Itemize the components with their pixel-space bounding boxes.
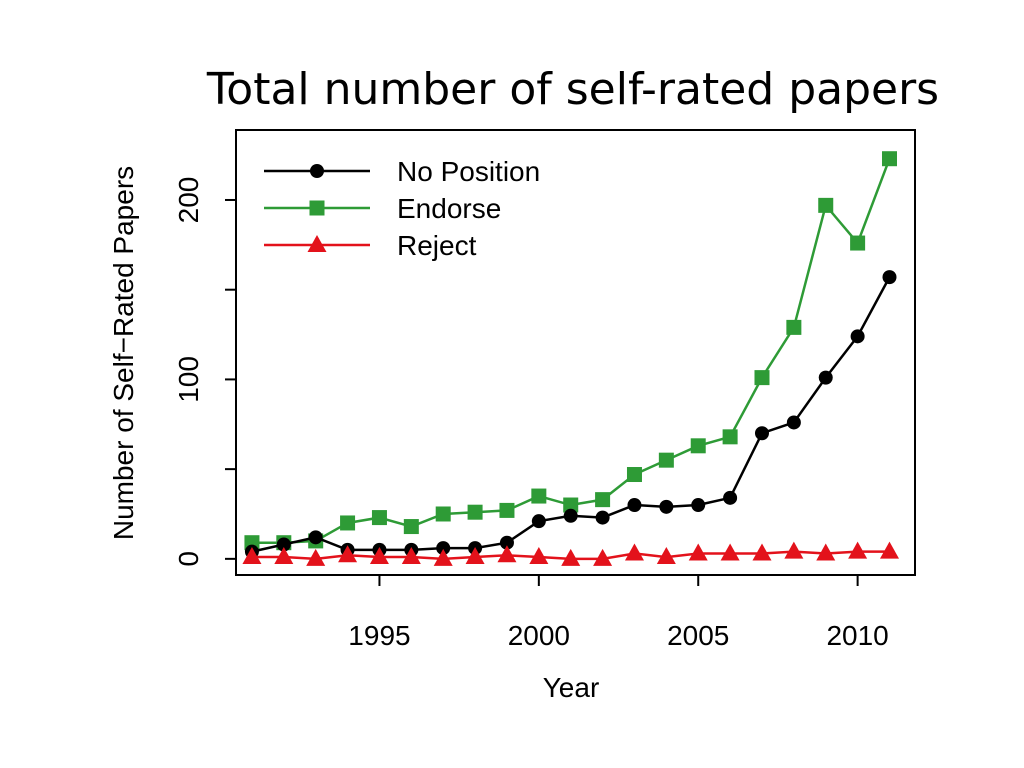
data-point-reject (274, 547, 294, 565)
x-axis: 1995 2000 2005 2010 (348, 574, 889, 651)
legend-item-endorse: Endorse (264, 193, 501, 224)
data-point-reject (465, 547, 485, 565)
data-point-endorse (595, 492, 611, 508)
data-point-reject (306, 548, 326, 566)
x-tick-label: 2005 (667, 620, 729, 651)
x-tick-label: 2000 (508, 620, 570, 651)
data-point-reject (369, 547, 389, 565)
data-point-no-position (499, 535, 514, 550)
legend-marker-square (309, 200, 325, 216)
data-point-endorse (818, 197, 834, 213)
y-tick-label: 100 (173, 356, 204, 403)
legend-marker-circle (310, 164, 324, 178)
legend-marker-triangle (307, 235, 327, 252)
data-point-no-position (691, 498, 706, 513)
data-point-no-position (754, 426, 769, 441)
data-point-reject (433, 548, 453, 566)
data-point-no-position (659, 499, 674, 514)
data-point-no-position (595, 510, 610, 525)
data-point-endorse (881, 151, 897, 167)
data-point-no-position (276, 537, 291, 552)
data-point-no-position (818, 370, 833, 385)
data-point-endorse (499, 502, 515, 518)
chart-title: Total number of self-rated papers (206, 64, 939, 115)
x-tick-label: 2010 (826, 620, 888, 651)
data-point-endorse (690, 438, 706, 454)
data-point-endorse (403, 519, 419, 535)
data-point-endorse (626, 467, 642, 483)
data-point-endorse (722, 429, 738, 445)
legend-item-no-position: No Position (264, 156, 540, 187)
data-point-no-position (723, 490, 738, 505)
data-point-endorse (658, 452, 674, 468)
data-point-no-position (850, 329, 865, 344)
data-point-no-position (882, 270, 897, 285)
data-point-reject (401, 547, 421, 565)
series-endorse (244, 151, 897, 551)
y-axis-label: Number of Self−Rated Papers (108, 166, 139, 540)
data-point-endorse (531, 488, 547, 504)
data-point-reject (338, 545, 358, 563)
data-point-endorse (435, 506, 451, 522)
legend: No Position Endorse Reject (264, 156, 540, 261)
legend-label: Endorse (397, 193, 501, 224)
data-point-reject (688, 543, 708, 561)
data-point-no-position (436, 541, 451, 556)
data-point-reject (497, 545, 517, 563)
data-point-reject (784, 541, 804, 559)
x-tick-label: 1995 (348, 620, 410, 651)
data-point-no-position (563, 508, 578, 523)
data-point-no-position (531, 514, 546, 529)
series-layer (242, 151, 899, 566)
data-point-endorse (467, 504, 483, 520)
data-point-endorse (786, 319, 802, 335)
data-point-reject (529, 547, 549, 565)
x-axis-label: Year (543, 672, 600, 703)
data-point-reject (624, 543, 644, 561)
data-point-reject (593, 548, 613, 566)
y-tick-label: 200 (173, 177, 204, 224)
data-point-no-position (627, 498, 642, 513)
legend-label: Reject (397, 230, 477, 261)
data-point-endorse (563, 497, 579, 513)
data-point-endorse (754, 370, 770, 386)
data-point-endorse (850, 235, 866, 251)
data-point-reject (752, 543, 772, 561)
y-tick-label: 0 (173, 551, 204, 567)
series-reject (242, 541, 899, 566)
data-point-no-position (786, 415, 801, 430)
data-point-reject (848, 541, 868, 559)
data-point-reject (816, 543, 836, 561)
data-point-endorse (340, 515, 356, 531)
data-point-reject (561, 548, 581, 566)
data-point-endorse (371, 510, 387, 526)
series-no-position (244, 270, 897, 559)
data-point-no-position (308, 530, 323, 545)
legend-item-reject: Reject (264, 230, 477, 261)
data-point-reject (879, 541, 899, 559)
data-point-reject (656, 547, 676, 565)
legend-label: No Position (397, 156, 540, 187)
y-axis: 0 100 200 (173, 177, 237, 567)
data-point-reject (242, 547, 262, 565)
data-point-reject (720, 543, 740, 561)
series-line-endorse (251, 158, 891, 544)
